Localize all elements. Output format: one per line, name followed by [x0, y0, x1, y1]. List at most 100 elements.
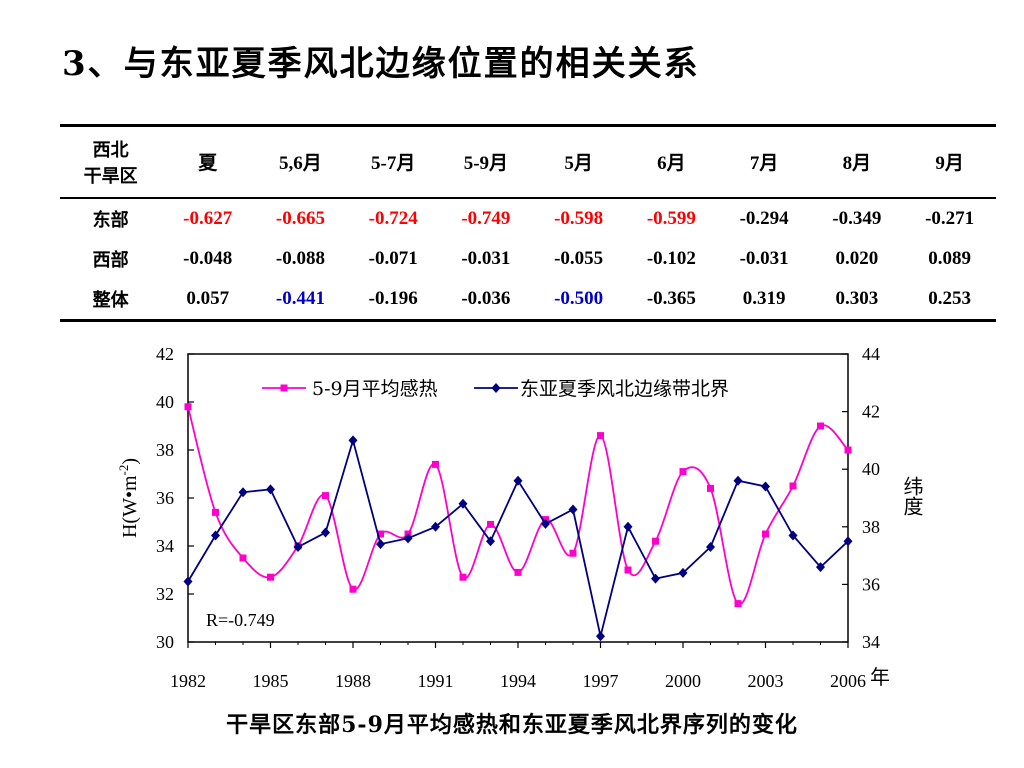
data-point-boundary	[706, 541, 715, 552]
data-point-boundary	[678, 567, 688, 578]
table-column-header: 5-7月	[371, 153, 416, 175]
data-point-heat	[624, 566, 632, 574]
data-point-boundary	[513, 475, 523, 486]
y2-tick-label: 42	[862, 402, 880, 422]
data-point-heat	[267, 573, 274, 581]
data-point-boundary	[348, 435, 358, 446]
correlation-cell: 0.089	[928, 248, 971, 269]
corner-line-2: 干旱区	[83, 165, 138, 187]
data-point-heat	[734, 600, 742, 608]
correlation-cell: -0.294	[739, 207, 789, 229]
table-column-header: 7月	[749, 153, 779, 175]
table-row: 西部 -0.048 -0.088 -0.071 -0.031 -0.055 -0.102 -0…	[60, 239, 996, 280]
table-header-row: 西北 干旱区 夏 5,6月 5-7月 5-9月 5月 6月 7月 8月 9月	[60, 125, 996, 198]
y-tick-label: 42	[156, 344, 174, 364]
data-point-boundary	[238, 487, 248, 498]
x-tick-label: 1991	[418, 671, 454, 691]
x-unit-label: 年	[870, 665, 890, 689]
table-column-header: 夏	[198, 153, 218, 175]
legend-marker-heat	[280, 384, 288, 392]
data-point-boundary	[733, 475, 743, 486]
y-tick-label: 34	[156, 536, 174, 556]
row-label: 西部	[92, 250, 129, 271]
y2-tick-label: 44	[862, 344, 880, 364]
y2-tick-label: 34	[862, 632, 880, 652]
data-point-boundary	[568, 504, 578, 515]
data-point-boundary	[541, 518, 550, 529]
y-axis-label: H(W•m-2)	[116, 458, 141, 538]
data-point-heat	[652, 537, 659, 545]
y-tick-label: 40	[156, 392, 174, 412]
x-tick-label: 1997	[583, 671, 619, 691]
table-column-header: 6月	[657, 153, 686, 175]
y-tick-label: 30	[156, 632, 174, 652]
correlation-cell: 0.303	[835, 288, 879, 310]
x-tick-label: 1985	[253, 671, 289, 691]
table-row: 东部 -0.627 -0.665 -0.724 -0.749 -0.598 -0.599 -0…	[60, 198, 996, 239]
correlation-cell: -0.724	[368, 207, 418, 229]
correlation-cell: -0.349	[832, 207, 882, 229]
correlation-cell: -0.271	[925, 207, 975, 229]
y-tick-label: 38	[156, 440, 174, 460]
data-point-heat	[817, 422, 824, 430]
chart-caption: 干旱区东部5-9月平均感热和东亚夏季风北界序列的变化	[226, 712, 798, 738]
x-tick-label: 2003	[748, 671, 784, 691]
table-column-header: 5,6月	[279, 153, 322, 175]
correlation-cell: -0.627	[183, 207, 233, 229]
row-label: 整体	[92, 290, 129, 312]
data-point-boundary	[458, 498, 468, 509]
correlation-cell: -0.749	[461, 207, 511, 229]
data-point-heat	[432, 460, 439, 468]
data-point-heat	[322, 492, 329, 500]
slide-title: 3、与东亚夏季风北边缘位置的相关关系	[62, 44, 700, 84]
heat-flux-monsoon-chart: 30 32 34 36 38 40 42 34 36 38 40 42 44 1982 1985 1988 19…	[116, 344, 924, 691]
correlation-cell: 0.020	[835, 248, 879, 269]
x-tick-label: 1982	[170, 671, 206, 691]
x-tick-label: 2000	[665, 671, 701, 691]
correlation-cell: -0.196	[368, 288, 418, 310]
data-point-heat	[239, 554, 247, 562]
data-point-boundary	[843, 536, 853, 547]
data-point-heat	[707, 484, 714, 492]
y-tick-label: 32	[156, 584, 174, 604]
data-point-boundary	[293, 541, 303, 552]
series-line-2	[187, 437, 849, 637]
correlation-cell: -0.598	[554, 207, 604, 229]
data-point-heat	[597, 432, 604, 440]
data-point-heat	[569, 549, 577, 557]
data-point-heat	[762, 530, 769, 538]
data-point-heat	[377, 530, 384, 538]
data-point-heat	[844, 446, 852, 454]
data-point-boundary	[761, 481, 770, 492]
data-point-boundary	[403, 533, 413, 544]
x-tick-label: 1988	[335, 671, 371, 691]
correlation-cell: -0.088	[275, 248, 325, 269]
correlation-cell: -0.599	[646, 207, 696, 229]
legend-label-2: 东亚夏季风北边缘带北界	[520, 378, 729, 400]
x-tick-label: 2006	[830, 671, 866, 691]
table-column-header: 5月	[564, 153, 593, 175]
y2-axis-label: 纬度	[900, 476, 924, 516]
correlation-cell: -0.441	[275, 288, 325, 310]
table-corner-header: 西北 干旱区	[60, 126, 161, 198]
correlation-cell: 0.253	[928, 288, 971, 310]
correlation-cell: -0.665	[275, 207, 325, 229]
correlation-cell: -0.365	[646, 288, 696, 310]
correlation-cell: -0.048	[183, 248, 233, 269]
data-point-boundary	[788, 530, 798, 541]
data-point-boundary	[651, 573, 660, 584]
data-point-heat	[487, 520, 494, 528]
corner-line-1: 西北	[92, 139, 129, 161]
data-point-boundary	[211, 530, 220, 541]
plot-frame	[187, 353, 849, 643]
correlation-cell: -0.500	[554, 288, 604, 310]
data-point-boundary	[183, 576, 193, 587]
legend-label-1: 5-9月平均感热	[312, 378, 438, 400]
data-point-heat	[184, 403, 192, 411]
y2-tick-label: 36	[862, 574, 880, 594]
y2-tick-label: 38	[862, 517, 880, 537]
correlation-annotation: R=-0.749	[206, 610, 275, 630]
legend-marker-boundary	[491, 383, 501, 393]
table-body: 东部 -0.627 -0.665 -0.724 -0.749 -0.598 -0.599 -0…	[60, 198, 996, 321]
correlation-cell: -0.102	[646, 248, 696, 269]
